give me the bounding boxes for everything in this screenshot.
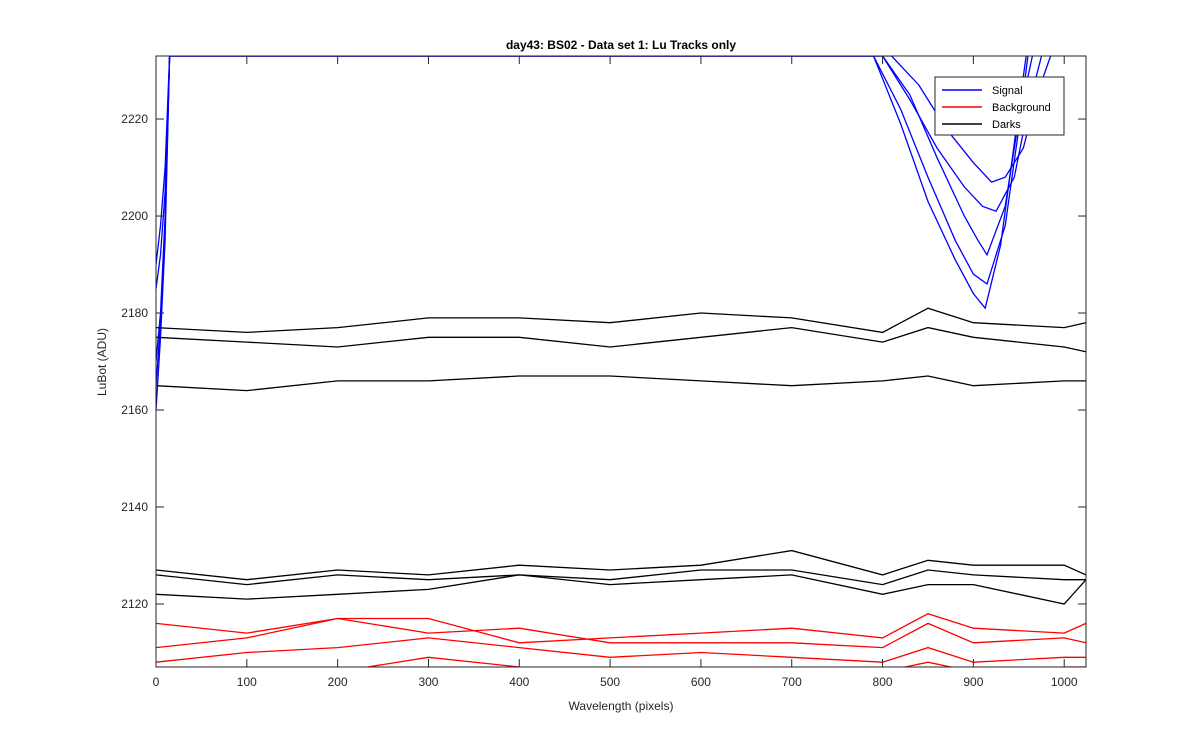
chart-title: day43: BS02 - Data set 1: Lu Tracks only [506, 38, 736, 52]
series-line-darks-10 [156, 574, 1086, 605]
x-tick-label: 1000 [1051, 675, 1078, 689]
plot-frame [155, 55, 1087, 668]
x-tick-label: 0 [153, 675, 160, 689]
y-tick-label: 2140 [121, 500, 148, 514]
legend-label-darks: Darks [992, 119, 1021, 131]
x-tick-label: 200 [328, 675, 348, 689]
series-line-signal-3 [156, 56, 1043, 411]
series-line-darks-6 [156, 326, 1086, 353]
x-tick-label: 100 [237, 675, 257, 689]
x-tick-label: 900 [963, 675, 983, 689]
legend-box [934, 76, 1065, 136]
y-tick-label: 2120 [121, 597, 148, 611]
y-tick-label: 2180 [121, 306, 148, 320]
x-axis-label: Wavelength (pixels) [569, 699, 674, 713]
series-line-darks-9 [156, 569, 1086, 586]
legend: Signal Background Darks [934, 76, 1065, 136]
series-line-darks-7 [156, 375, 1086, 392]
series-line-background-12 [156, 617, 1086, 649]
x-tick-label: 600 [691, 675, 711, 689]
series-line-darks-8 [156, 549, 1086, 581]
x-tick-label: 500 [600, 675, 620, 689]
x-tick-label: 700 [782, 675, 802, 689]
series-line-signal-1 [156, 56, 1029, 289]
series-line-darks-5 [156, 307, 1086, 334]
y-axis-label: LuBot (ADU) [95, 328, 109, 396]
legend-label-signal: Signal [992, 85, 1023, 97]
y-tick-label: 2220 [121, 112, 148, 126]
x-tick-label: 800 [873, 675, 893, 689]
x-tick-label: 300 [418, 675, 438, 689]
plot-area [156, 56, 1086, 667]
x-tick-label: 400 [509, 675, 529, 689]
y-tick-label: 2200 [121, 209, 148, 223]
legend-label-background: Background [992, 102, 1051, 114]
y-tick-label: 2160 [121, 403, 148, 417]
